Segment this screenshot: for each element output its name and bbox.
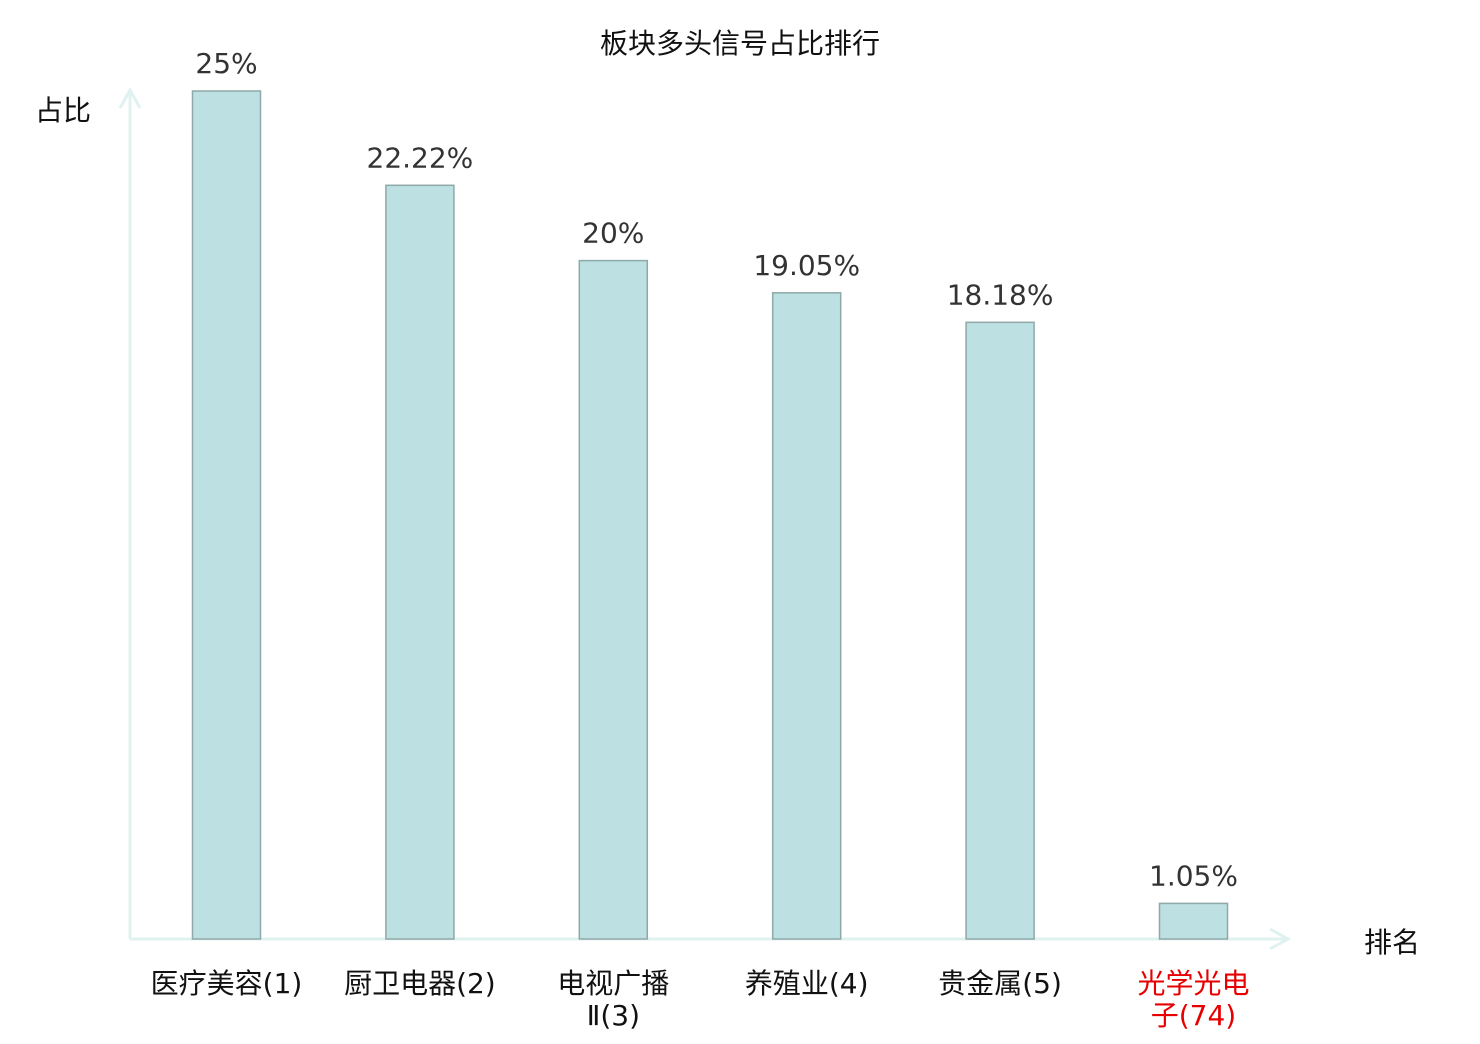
- x-tick-label: 贵金属(5): [938, 967, 1062, 1000]
- y-axis-label: 占比: [35, 94, 91, 127]
- bar: [578, 259, 649, 940]
- chart-title: 板块多头信号占比排行: [600, 27, 880, 60]
- x-tick-label: Ⅱ(3): [587, 999, 640, 1032]
- bar: [385, 184, 455, 940]
- data-label: 18.18%: [947, 278, 1054, 311]
- y-axis-arrow-icon: [118, 86, 142, 109]
- bar: [191, 90, 262, 940]
- data-label: 19.05%: [753, 249, 860, 282]
- x-tick-label: 医疗美容(1): [151, 967, 303, 1000]
- data-label: 20%: [582, 217, 644, 250]
- x-tick-label: 电视广播: [557, 967, 669, 1000]
- x-tick-label: 子(74): [1151, 999, 1236, 1032]
- axes: [118, 86, 1292, 951]
- data-label: 1.05%: [1149, 859, 1238, 892]
- data-label: 25%: [195, 47, 257, 80]
- bar: [771, 292, 842, 940]
- x-axis-arrow-icon: [1269, 927, 1292, 951]
- data-label: 22.22%: [367, 141, 474, 174]
- x-tick-label: 光学光电: [1137, 967, 1249, 1000]
- bar: [965, 321, 1035, 940]
- x-axis-label: 排名: [1364, 926, 1420, 959]
- x-tick-label: 厨卫电器(2): [344, 967, 496, 1000]
- x-tick-label: 养殖业(4): [745, 967, 869, 1000]
- bar: [1158, 902, 1229, 940]
